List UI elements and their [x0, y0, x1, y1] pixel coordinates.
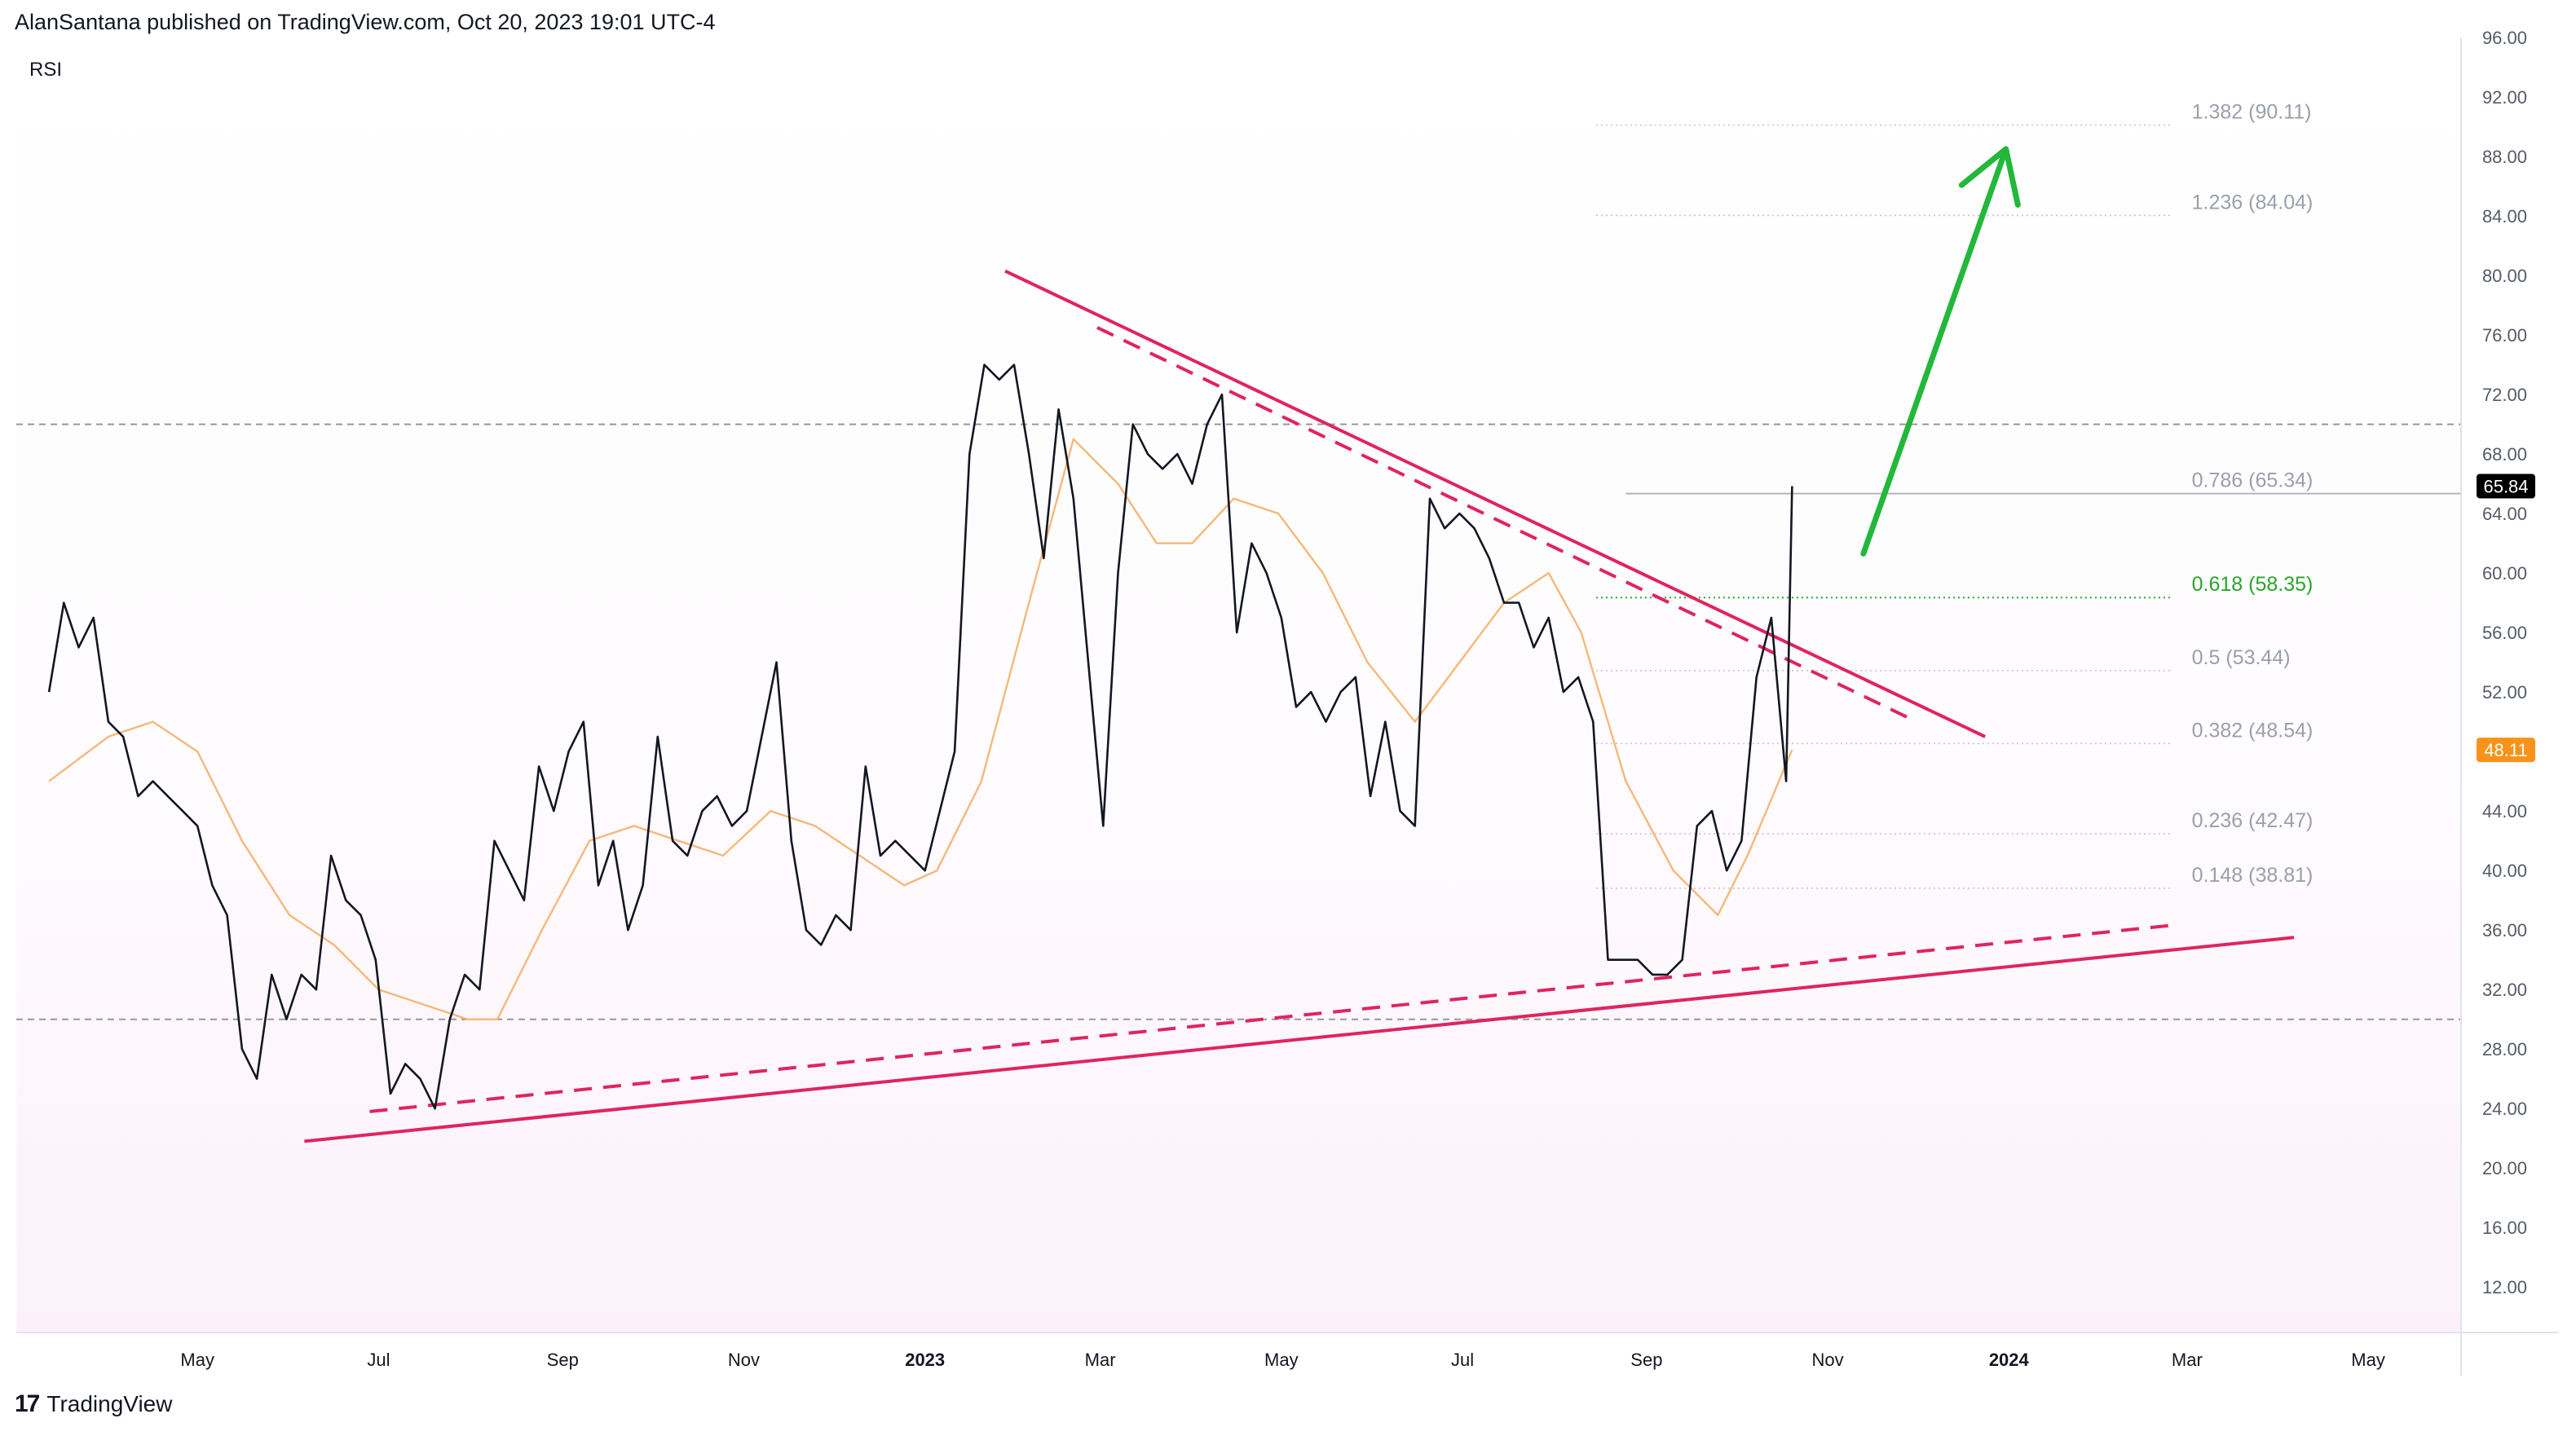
fib-level-label: 0.786 (65.34) — [2192, 469, 2314, 492]
publication-attribution: AlanSantana published on TradingView.com… — [15, 10, 716, 34]
trendlines — [304, 269, 2295, 1143]
rsi-series — [47, 363, 1793, 1110]
solid-trendline — [304, 936, 2295, 1143]
solid-trendline — [1004, 269, 1987, 738]
time-axis-tick: May — [2351, 1350, 2385, 1370]
price-axis-tick: 36.00 — [2482, 920, 2527, 940]
time-axis-tick: Mar — [2172, 1350, 2203, 1370]
time-axis-tick: 2023 — [905, 1350, 945, 1370]
fib-level-label: 0.618 (58.35) — [2192, 573, 2314, 596]
dashed-trendline — [369, 923, 2170, 1113]
fib-level-label: 1.236 (84.04) — [2192, 191, 2314, 214]
price-axis-tick: 40.00 — [2482, 861, 2527, 881]
rsi-ma-series — [48, 438, 1793, 1020]
price-axis-tick: 12.00 — [2482, 1277, 2527, 1297]
fib-level-label: 0.5 (53.44) — [2192, 646, 2291, 669]
price-axis-tick: 24.00 — [2482, 1099, 2527, 1119]
rsi-ma-line — [48, 438, 1793, 1020]
rsi-ma-value-badge-bg — [2477, 738, 2535, 763]
price-axis-tick: 72.00 — [2482, 385, 2527, 405]
time-axis-tick: Sep — [1630, 1350, 1662, 1370]
arrow-shaft — [1860, 146, 2009, 557]
rsi-reference-levels — [16, 423, 2460, 1020]
dashed-trendline — [1096, 326, 1918, 724]
rsi-value-badge-bg — [2477, 474, 2535, 499]
time-axis-tick: 2024 — [1989, 1350, 2030, 1370]
time-axis-tick: May — [180, 1350, 214, 1370]
footer-brand[interactable]: 17 TradingView — [15, 1390, 172, 1418]
fibonacci-levels: 1.382 (90.11) 1.236 (84.04) 0.786 (65.34) 0… — [1595, 101, 2460, 889]
time-axis: May Jul Sep Nov 2023 Mar May Jul Sep Nov 2024 Mar Ma… — [180, 1350, 2384, 1370]
value-badges: 65.84 48.11 — [2477, 474, 2535, 763]
indicator-label: RSI — [29, 59, 63, 81]
rsi-line — [47, 363, 1793, 1110]
price-axis-tick: 32.00 — [2482, 980, 2527, 1000]
price-axis-tick: 92.00 — [2482, 87, 2527, 108]
time-axis-tick: Mar — [1085, 1350, 1116, 1370]
fib-level-label: 0.382 (48.54) — [2192, 719, 2314, 742]
time-axis-tick: Jul — [367, 1350, 390, 1370]
time-axis-tick: Jul — [1451, 1350, 1474, 1370]
price-axis-tick: 64.00 — [2482, 504, 2527, 524]
footer-brand-label: TradingView — [46, 1391, 173, 1416]
price-axis-tick: 84.00 — [2482, 206, 2527, 227]
price-axis-tick: 16.00 — [2482, 1218, 2527, 1238]
arrow-head-icon — [1958, 146, 2021, 208]
price-axis-tick: 20.00 — [2482, 1158, 2527, 1178]
time-axis-divider — [16, 1332, 2558, 1333]
price-axis-tick: 28.00 — [2482, 1039, 2527, 1059]
rsi-value-badge: 65.84 — [2483, 477, 2528, 497]
time-axis-tick: Nov — [1812, 1350, 1844, 1370]
chart-plot-area[interactable] — [16, 37, 2460, 1332]
price-axis-tick: 88.00 — [2482, 147, 2527, 167]
price-axis-tick: 76.00 — [2482, 325, 2527, 346]
price-axis: 96.00 92.00 88.00 84.00 80.00 76.00 72.00 68.00… — [2482, 28, 2527, 1297]
projection-arrow — [1860, 146, 2021, 557]
price-axis-tick: 96.00 — [2482, 28, 2527, 48]
price-axis-tick: 68.00 — [2482, 444, 2527, 465]
price-axis-tick: 56.00 — [2482, 623, 2527, 643]
price-axis-tick: 44.00 — [2482, 801, 2527, 822]
fib-level-label: 0.236 (42.47) — [2192, 809, 2314, 832]
tradingview-logo-icon: 17 — [15, 1390, 40, 1417]
price-axis-tick: 52.00 — [2482, 682, 2527, 703]
time-axis-tick: May — [1264, 1350, 1299, 1370]
rsi-ma-value-badge: 48.11 — [2484, 740, 2527, 760]
fib-level-label: 1.382 (90.11) — [2192, 101, 2312, 124]
price-axis-tick: 60.00 — [2482, 563, 2527, 584]
fib-level-label: 0.148 (38.81) — [2192, 864, 2314, 887]
time-axis-tick: Sep — [547, 1350, 579, 1370]
price-axis-divider — [2460, 37, 2462, 1376]
price-axis-tick: 80.00 — [2482, 266, 2527, 286]
time-axis-tick: Nov — [728, 1350, 760, 1370]
